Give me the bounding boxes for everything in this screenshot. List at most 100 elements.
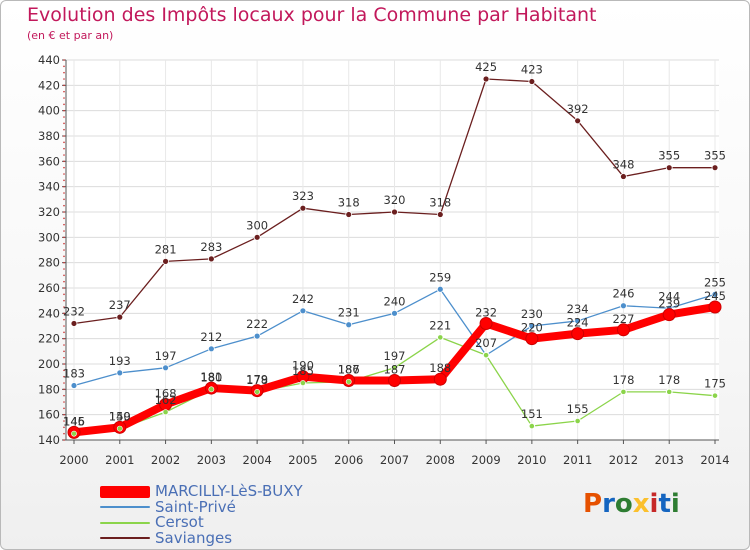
y-tick-label: 200 <box>38 357 60 371</box>
y-minor-tick <box>63 325 65 327</box>
y-minor-tick <box>63 109 65 112</box>
logo-letter: i <box>649 489 659 519</box>
x-tick-label: 2001 <box>105 453 134 467</box>
data-label: 237 <box>109 298 131 312</box>
x-tick-label: 2013 <box>655 453 684 467</box>
data-label: 245 <box>704 289 726 303</box>
legend-swatch <box>100 521 150 524</box>
data-point-1 <box>345 321 353 329</box>
y-minor-tick <box>63 299 65 302</box>
x-tick-label: 2009 <box>471 453 500 467</box>
data-point-3 <box>207 255 215 263</box>
data-label: 149 <box>109 410 131 424</box>
y-minor-tick <box>63 236 65 239</box>
data-label: 155 <box>567 402 589 416</box>
x-tick-label: 2007 <box>380 453 409 467</box>
y-minor-tick <box>63 356 65 359</box>
data-label: 318 <box>429 196 451 210</box>
x-tick-label: 2011 <box>563 453 592 467</box>
line-chart: 140 160 180 200 220 240 260 280 300 320 340 360 380 4… <box>38 53 730 467</box>
data-label: 187 <box>338 362 360 376</box>
data-point-1 <box>299 307 307 315</box>
y-minor-tick <box>63 293 65 296</box>
x-tick-label: 2008 <box>426 453 455 467</box>
y-minor-tick <box>63 135 65 137</box>
y-tick-label: 180 <box>38 382 60 396</box>
y-minor-tick <box>63 141 65 144</box>
data-label: 227 <box>612 312 634 326</box>
data-point-cersot <box>712 392 718 399</box>
data-point-0 <box>525 332 539 346</box>
y-minor-tick <box>63 173 65 175</box>
y-tick-label: 440 <box>38 53 60 67</box>
data-point-1 <box>391 309 398 317</box>
data-label: 242 <box>292 292 314 306</box>
data-label: 423 <box>521 63 543 77</box>
data-point-cersot <box>437 334 444 341</box>
y-minor-tick <box>63 388 65 391</box>
data-label: 145 <box>63 415 85 429</box>
logo-letter: x <box>632 489 650 519</box>
data-label: 300 <box>246 218 268 232</box>
data-point-cersot <box>620 388 627 395</box>
x-tick-label: 2000 <box>59 453 88 467</box>
data-label: 193 <box>109 354 131 368</box>
y-tick-label: 280 <box>38 256 60 270</box>
y-minor-tick <box>63 166 65 169</box>
data-point-0 <box>388 373 401 387</box>
y-tick-label: 160 <box>38 408 60 422</box>
data-point-3 <box>345 211 353 218</box>
data-label: 197 <box>384 349 406 363</box>
y-tick-label: 140 <box>38 433 60 447</box>
data-label: 234 <box>567 302 589 316</box>
data-label: 178 <box>246 373 268 387</box>
data-label: 146 <box>63 414 85 428</box>
y-minor-tick <box>63 122 65 125</box>
data-point-cersot <box>483 352 489 359</box>
proxiti-logo: Proxiti <box>583 489 680 519</box>
data-point-0 <box>571 327 585 341</box>
y-tick-label: 300 <box>38 230 60 244</box>
y-minor-tick <box>63 426 65 429</box>
data-point-3 <box>391 208 398 216</box>
data-label: 244 <box>658 289 680 303</box>
data-label: 180 <box>200 370 222 384</box>
data-label: 179 <box>246 373 268 387</box>
data-label: 320 <box>384 193 406 207</box>
data-label: 151 <box>521 407 543 421</box>
data-point-3 <box>162 257 169 265</box>
logo-letter: o <box>614 489 633 519</box>
data-label: 188 <box>429 361 451 375</box>
legend-swatch <box>100 506 150 509</box>
logo-letter: P <box>583 489 603 519</box>
legend-swatch <box>100 537 150 540</box>
data-point-3 <box>528 78 536 85</box>
data-label: 178 <box>612 373 634 387</box>
data-point-0 <box>433 372 447 386</box>
data-point-3 <box>574 117 582 125</box>
y-tick-label: 420 <box>38 78 60 92</box>
y-minor-tick <box>63 331 65 334</box>
x-tick-label: 2003 <box>197 453 226 467</box>
data-point-3 <box>116 313 124 321</box>
y-minor-tick <box>63 274 65 277</box>
legend-item: Savianges <box>100 530 303 547</box>
y-minor-tick <box>63 306 65 308</box>
chart-subtitle: (en € et par an) <box>27 29 114 42</box>
y-minor-tick <box>63 363 65 365</box>
data-point-1 <box>253 332 261 340</box>
x-tick-label: 2014 <box>700 453 729 467</box>
data-point-1 <box>162 364 169 372</box>
legend: MARCILLY-LèS-BUXY Saint-Privé Cersot Savian… <box>100 483 303 547</box>
data-point-1 <box>620 302 627 310</box>
data-point-0 <box>616 323 630 337</box>
data-label: 255 <box>704 275 726 289</box>
data-label: 207 <box>475 336 497 350</box>
data-label: 425 <box>475 60 497 74</box>
data-point-cersot <box>528 423 535 429</box>
y-minor-tick <box>63 369 65 372</box>
data-label: 224 <box>567 316 589 330</box>
data-label: 178 <box>658 373 680 387</box>
legend-item: Cersot <box>100 514 303 531</box>
y-minor-tick <box>63 242 65 245</box>
